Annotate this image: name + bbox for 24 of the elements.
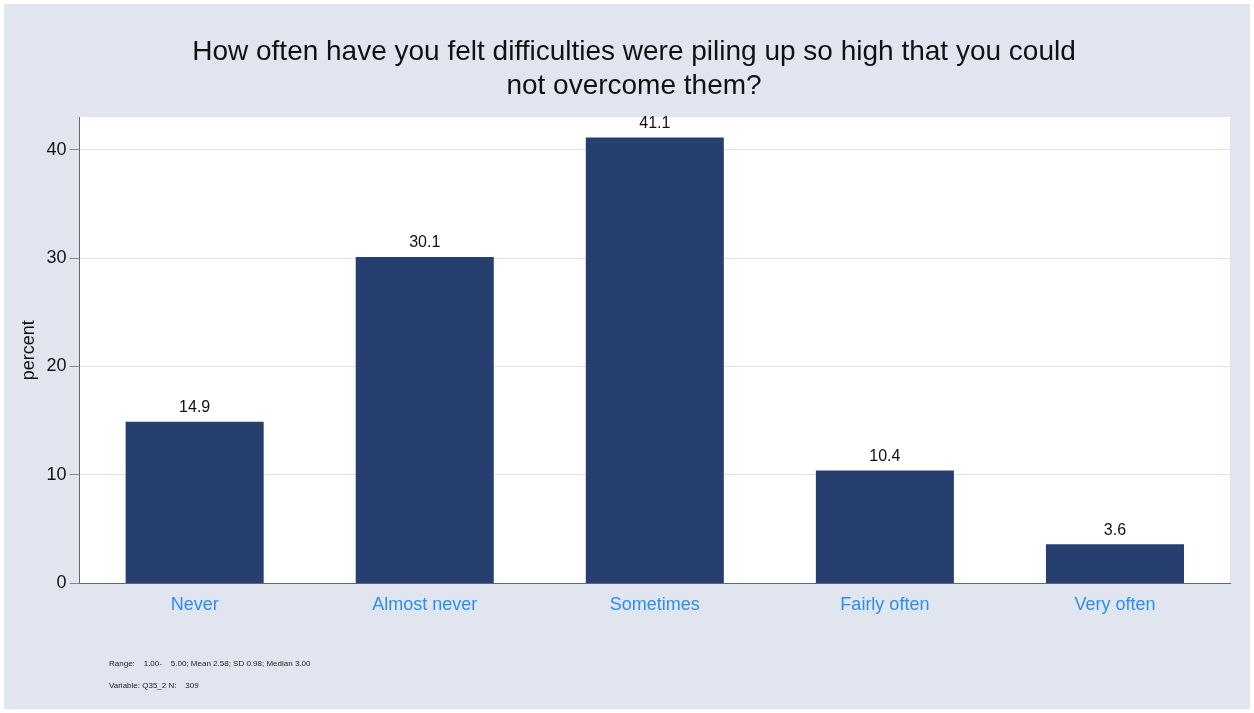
bar [815, 470, 954, 583]
text: Range: 1.00- 5.00; Mean 2.58; SD 0.98; Median 3.00 [109, 659, 311, 668]
y-tick-label: 10 [46, 463, 67, 484]
y-tick-label: 40 [46, 138, 67, 159]
data-label: 10.4 [869, 447, 901, 464]
x-tick-label: Fairly often [840, 594, 930, 615]
bar [125, 421, 264, 583]
x-tick-label: Sometimes [609, 594, 700, 615]
data-label: 41.1 [639, 114, 671, 132]
bar [585, 137, 724, 583]
y-tick-label: 20 [46, 355, 67, 376]
bar [355, 256, 494, 583]
bar [1045, 544, 1184, 583]
x-tick-label: Very often [1074, 594, 1156, 615]
y-axis-title: percent [17, 320, 38, 381]
text: Variable: Q35_2 N: 309 [109, 681, 199, 690]
y-tick-label: 30 [46, 246, 67, 267]
data-label: 3.6 [1103, 520, 1127, 538]
x-tick-label: Never [170, 594, 219, 615]
data-label: 30.1 [409, 233, 441, 251]
chart-title: How often have you felt difficulties were piling up so high that you could not overcome them? [191, 34, 1077, 102]
data-label: 14.9 [179, 398, 211, 416]
y-tick-label: 0 [56, 572, 67, 593]
x-tick-label: Almost never [372, 594, 478, 615]
